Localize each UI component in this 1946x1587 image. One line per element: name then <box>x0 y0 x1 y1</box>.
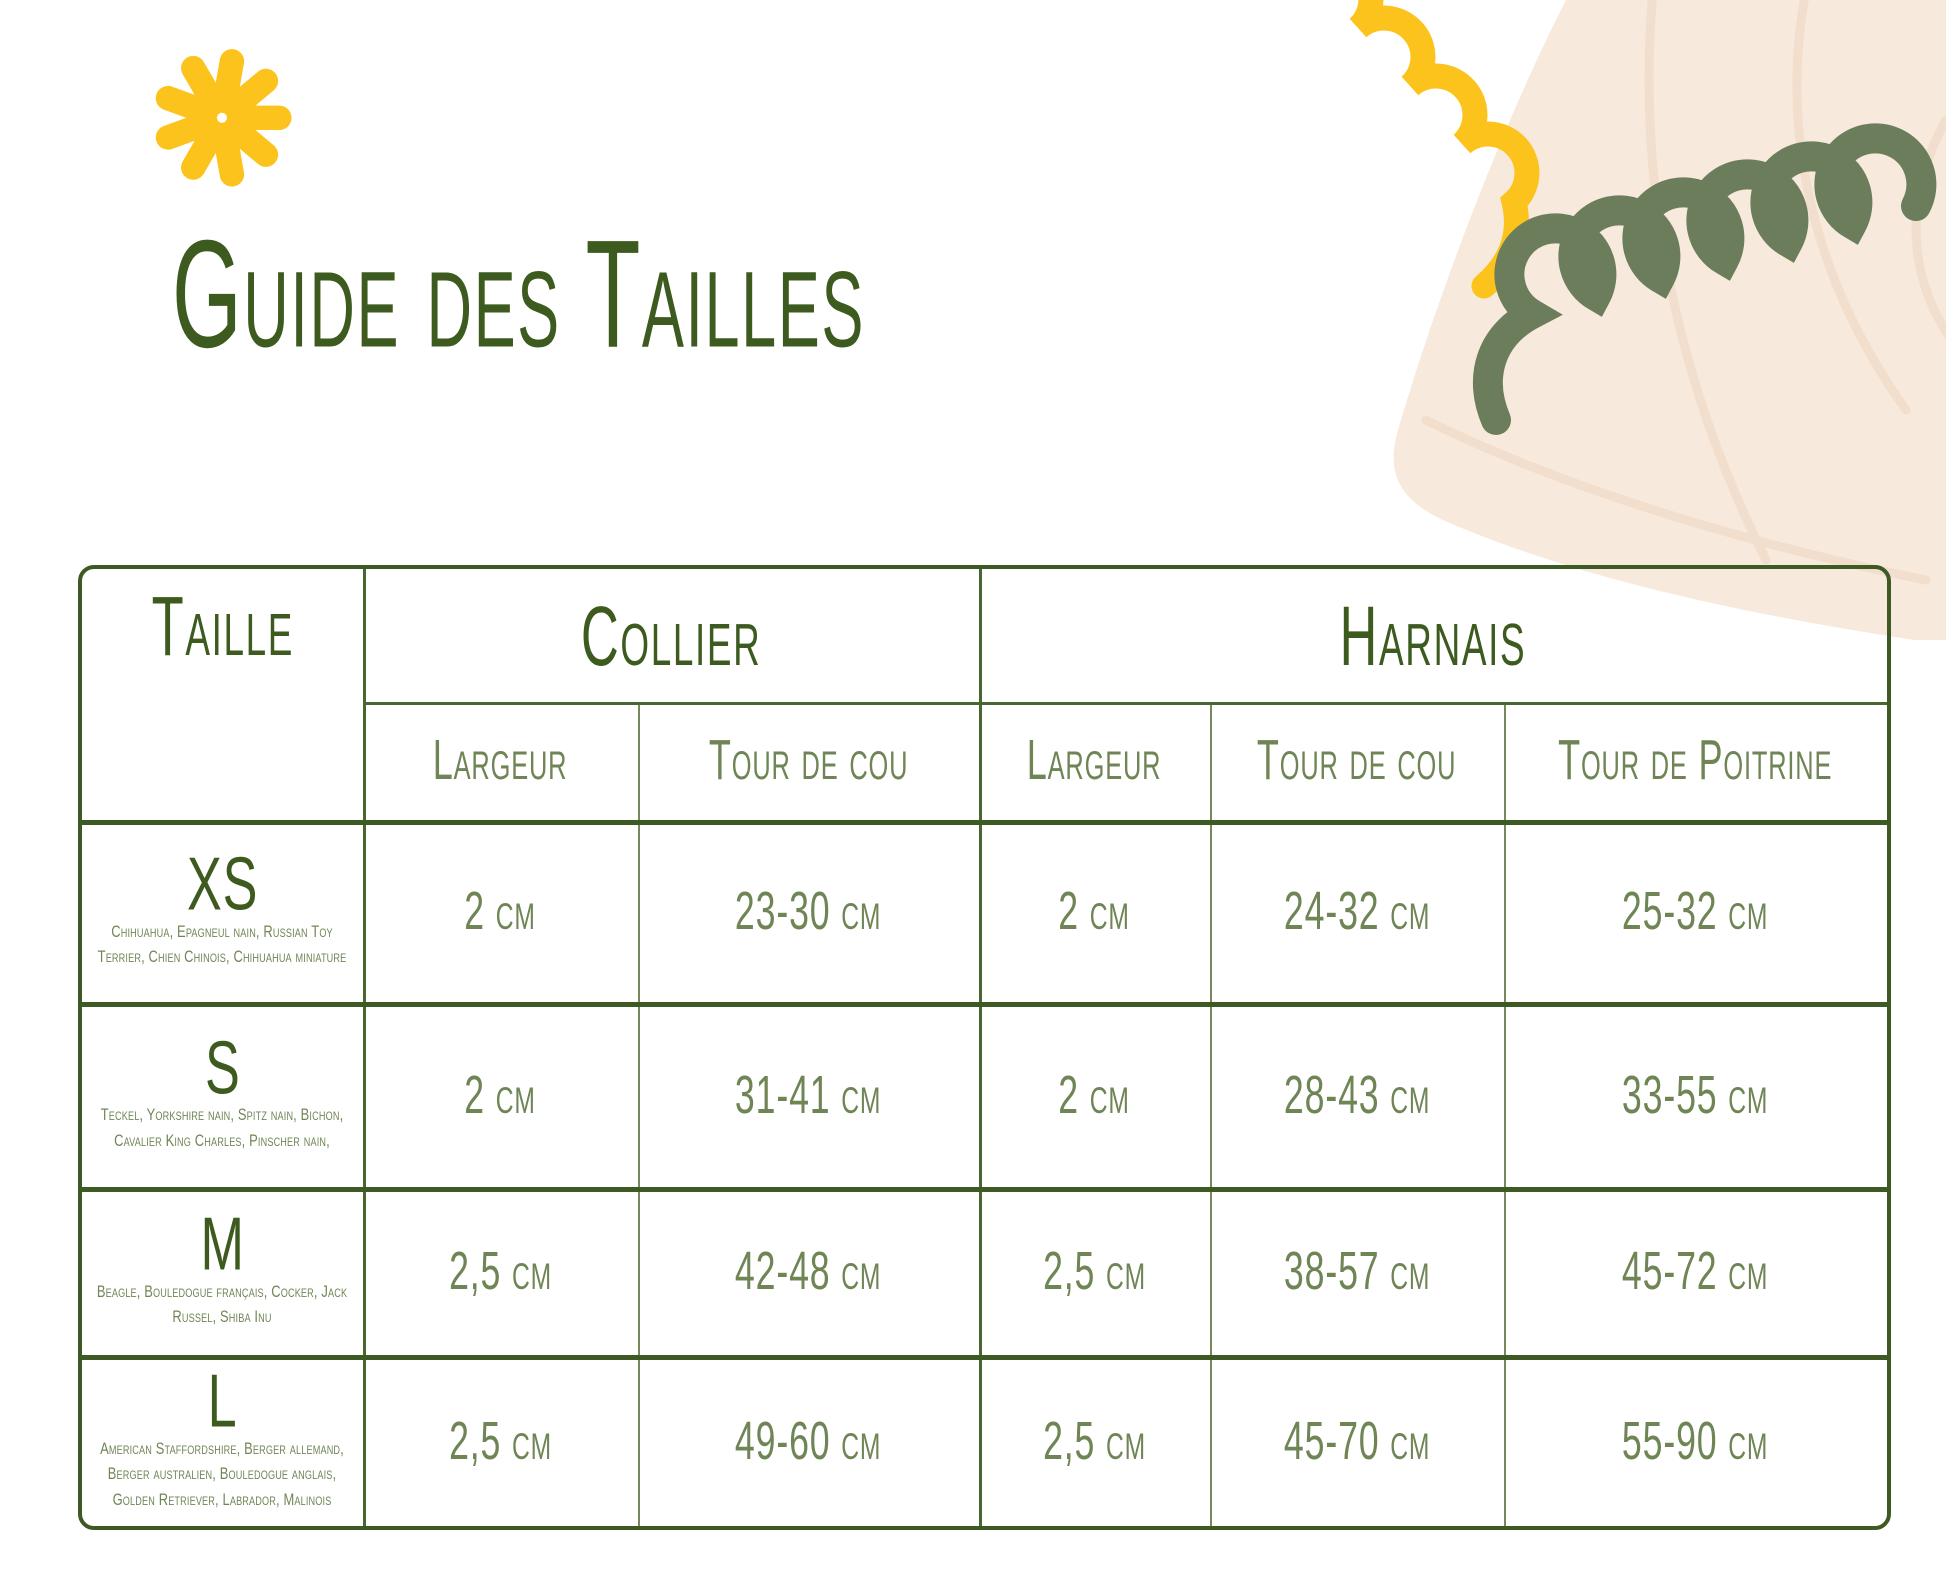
table-divider <box>1504 702 1506 1526</box>
header-cell-taille: Taille <box>82 569 363 820</box>
value-label: 38-57 cm <box>1283 1240 1431 1301</box>
yellow-squiggle-icon <box>1349 0 1540 299</box>
header-label-taille: Taille <box>151 578 294 674</box>
row-xs-harnais-tour-de-poitrine: 25-32 cm <box>1504 820 1887 1002</box>
row-m-collier-tour-de-cou: 42-48 cm <box>638 1187 979 1355</box>
row-xs-harnais-tour-de-cou: 24-32 cm <box>1210 820 1504 1002</box>
decorative-corner-graphic <box>1349 0 1946 640</box>
row-xs-collier-tour-de-cou: 23-30 cm <box>638 820 979 1002</box>
value-label: 31-41 cm <box>735 1063 882 1124</box>
subheader-label: Tour de cou <box>708 729 909 792</box>
row-s-collier-largeur: 2 cm <box>363 1002 638 1187</box>
row-l-harnais-tour-de-poitrine: 55-90 cm <box>1504 1355 1887 1526</box>
value-label: 24-32 cm <box>1283 880 1431 941</box>
size-label: M <box>200 1202 245 1287</box>
row-s-collier-tour-de-cou: 31-41 cm <box>638 1002 979 1187</box>
table-divider <box>82 1187 1887 1192</box>
table-divider <box>82 820 1887 825</box>
value-label: 28-43 cm <box>1283 1063 1431 1124</box>
page-title: Guide des Tailles <box>172 208 865 381</box>
value-label: 42-48 cm <box>735 1240 882 1301</box>
green-squiggle-icon <box>1473 123 1937 435</box>
subheader-cell-harnais-tour-de-poitrine: Tour de Poitrine <box>1504 702 1887 820</box>
row-m-collier-largeur: 2,5 cm <box>363 1187 638 1355</box>
size-cell-m: M Beagle, Bouledogue français, Cocker, J… <box>82 1187 363 1355</box>
value-label: 25-32 cm <box>1622 880 1769 941</box>
row-xs-collier-largeur: 2 cm <box>363 820 638 1002</box>
row-xs-harnais-largeur: 2 cm <box>979 820 1210 1002</box>
subheader-cell-collier-tour-de-cou: Tour de cou <box>638 702 979 820</box>
size-table: Taille Collier Harnais Largeur Tour de c… <box>78 565 1891 1530</box>
table-divider <box>82 1355 1887 1360</box>
breeds-list: American Staffordshire, Berger allemand,… <box>100 1438 345 1509</box>
size-label: L <box>207 1358 238 1444</box>
value-label: 55-90 cm <box>1622 1409 1769 1470</box>
table-divider <box>1210 702 1212 1526</box>
row-l-collier-tour-de-cou: 49-60 cm <box>638 1355 979 1526</box>
header-label-collier: Collier <box>580 587 762 684</box>
breeds-list: Beagle, Bouledogue français, Cocker, Jac… <box>97 1281 348 1327</box>
row-s-harnais-largeur: 2 cm <box>979 1002 1210 1187</box>
value-label: 2 cm <box>464 1063 537 1124</box>
header-cell-harnais: Harnais <box>979 569 1887 702</box>
subheader-cell-harnais-tour-de-cou: Tour de cou <box>1210 702 1504 820</box>
row-l-harnais-largeur: 2,5 cm <box>979 1355 1210 1526</box>
value-label: 2,5 cm <box>449 1409 552 1470</box>
table-divider <box>979 569 982 1526</box>
breeds-list: Chihuahua, Epagneul nain, Russian Toy Te… <box>98 921 347 967</box>
value-label: 49-60 cm <box>735 1409 882 1470</box>
subheader-label: Tour de cou <box>1257 729 1457 792</box>
size-cell-s: S Teckel, Yorkshire nain, Spitz nain, Bi… <box>82 1002 363 1187</box>
value-label: 23-30 cm <box>735 880 882 941</box>
header-cell-collier: Collier <box>363 569 979 702</box>
row-s-harnais-tour-de-poitrine: 33-55 cm <box>1504 1002 1887 1187</box>
size-cell-xs: XS Chihuahua, Epagneul nain, Russian Toy… <box>82 820 363 1002</box>
row-m-harnais-tour-de-cou: 38-57 cm <box>1210 1187 1504 1355</box>
subheader-label: Largeur <box>1027 729 1162 792</box>
table-divider <box>363 702 1887 705</box>
size-table-grid: Taille Collier Harnais Largeur Tour de c… <box>82 569 1887 1526</box>
header-label-harnais: Harnais <box>1339 587 1527 684</box>
size-label: XS <box>186 842 259 927</box>
subheader-cell-harnais-largeur: Largeur <box>979 702 1210 820</box>
row-m-harnais-largeur: 2,5 cm <box>979 1187 1210 1355</box>
row-m-harnais-tour-de-poitrine: 45-72 cm <box>1504 1187 1887 1355</box>
value-label: 45-72 cm <box>1622 1240 1769 1301</box>
row-l-collier-largeur: 2,5 cm <box>363 1355 638 1526</box>
row-l-harnais-tour-de-cou: 45-70 cm <box>1210 1355 1504 1526</box>
value-label: 45-70 cm <box>1283 1409 1431 1470</box>
breeds-list: Teckel, Yorkshire nain, Spitz nain, Bich… <box>101 1105 344 1150</box>
subheader-label: Tour de Poitrine <box>1558 729 1833 792</box>
table-divider <box>363 569 366 1526</box>
value-label: 2 cm <box>1058 1063 1131 1124</box>
value-label: 2 cm <box>464 880 537 941</box>
subheader-label: Largeur <box>433 729 568 792</box>
value-label: 2 cm <box>1058 880 1131 941</box>
value-label: 2,5 cm <box>1043 1240 1146 1301</box>
subheader-cell-collier-largeur: Largeur <box>363 702 638 820</box>
size-cell-l: L American Staffordshire, Berger alleman… <box>82 1355 363 1526</box>
size-label: S <box>204 1025 241 1111</box>
row-s-harnais-tour-de-cou: 28-43 cm <box>1210 1002 1504 1187</box>
value-label: 2,5 cm <box>1043 1409 1146 1470</box>
value-label: 2,5 cm <box>449 1240 552 1301</box>
table-divider <box>82 1002 1887 1007</box>
table-divider <box>638 702 640 1526</box>
value-label: 33-55 cm <box>1622 1063 1769 1124</box>
asterisk-icon <box>155 49 292 187</box>
